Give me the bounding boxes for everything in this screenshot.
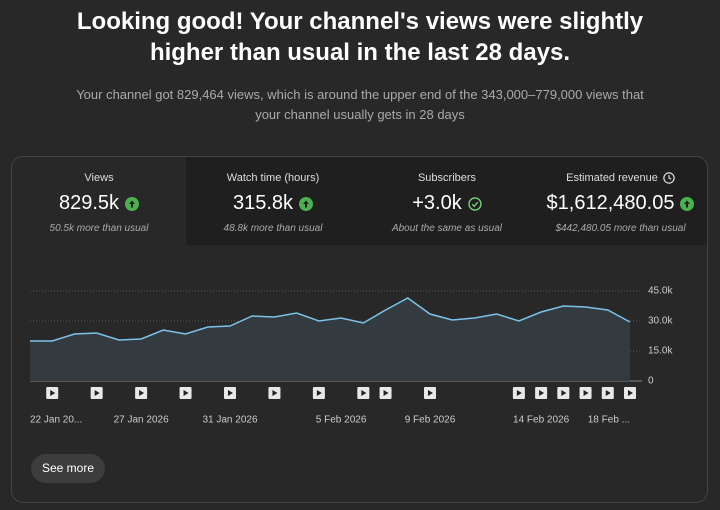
area bbox=[30, 298, 630, 381]
up-icon bbox=[125, 196, 140, 211]
clock-icon[interactable] bbox=[663, 172, 675, 184]
x-tick-label: 5 Feb 2026 bbox=[316, 415, 367, 426]
y-tick-label: 45.0k bbox=[648, 286, 673, 297]
metric-note: 50.5k more than usual bbox=[49, 223, 149, 234]
line bbox=[30, 297, 631, 342]
metric-value: $1,612,480.05 bbox=[546, 192, 675, 214]
see-more-button[interactable]: See more bbox=[31, 454, 105, 483]
y-tick-label: 15.0k bbox=[648, 346, 673, 357]
x-tick-label: 9 Feb 2026 bbox=[405, 415, 456, 426]
video-marker-icon bbox=[50, 390, 56, 396]
metric-value: 829.5k bbox=[58, 192, 120, 214]
x-tick-label: 27 Jan 2026 bbox=[114, 415, 169, 426]
up-icon bbox=[680, 196, 695, 211]
metric-label: Watch time (hours) bbox=[226, 172, 320, 184]
up-icon bbox=[299, 196, 314, 211]
video-marker-icon bbox=[605, 390, 611, 396]
x-tick-label: 14 Feb 2026 bbox=[513, 415, 570, 426]
video-marker-icon bbox=[139, 390, 145, 396]
tab[interactable]: Subscribers +3.0k About the same as usua… bbox=[360, 157, 534, 245]
x-tick-label: 31 Jan 2026 bbox=[202, 415, 257, 426]
subtitle: Your channel got 829,464 views, which is… bbox=[76, 87, 644, 122]
y-tick-label: 0 bbox=[648, 376, 654, 387]
metric-label: Subscribers bbox=[417, 172, 477, 184]
metric-note: About the same as usual bbox=[391, 223, 503, 234]
title: Looking good! Your channel's views were … bbox=[76, 8, 644, 66]
video-marker-icon bbox=[361, 390, 367, 396]
metric-label: Estimated revenue bbox=[566, 172, 658, 184]
tab[interactable]: Views 829.5k 50.5k more than usual bbox=[12, 157, 186, 245]
metric-note: $442,480.05 more than usual bbox=[555, 223, 686, 234]
tab[interactable]: Watch time (hours) 315.8k 48.8k more tha… bbox=[186, 157, 360, 245]
video-marker-icon bbox=[94, 390, 100, 396]
check-icon bbox=[468, 196, 482, 211]
x-tick-label: 18 Feb ... bbox=[588, 415, 630, 426]
video-marker-icon bbox=[628, 390, 633, 396]
metric-value: +3.0k bbox=[412, 192, 462, 214]
x-tick-label: 22 Jan 20... bbox=[30, 415, 82, 426]
video-marker-icon bbox=[539, 390, 545, 396]
video-marker-icon bbox=[583, 390, 589, 396]
video-marker-icon bbox=[561, 390, 567, 396]
video-marker-icon bbox=[516, 390, 522, 396]
tab[interactable]: Estimated revenue $1,612,480.05 $442,480… bbox=[534, 157, 707, 245]
video-marker-icon bbox=[272, 390, 278, 396]
chart: 0 15.0k 30.0k 45.0k 22 Jan 20... 27 Jan 2026 3… bbox=[30, 286, 673, 426]
video-marker-icon bbox=[383, 390, 389, 396]
video-marker-icon bbox=[428, 390, 433, 396]
metric-label: Views bbox=[84, 172, 114, 184]
y-tick-label: 30.0k bbox=[648, 316, 673, 327]
video-marker-icon bbox=[228, 390, 233, 396]
video-marker-icon bbox=[316, 390, 322, 396]
video-marker-icon bbox=[183, 390, 189, 396]
card: Views 829.5k 50.5k more than usual Watch… bbox=[11, 156, 708, 503]
metric-note: 48.8k more than usual bbox=[223, 223, 323, 234]
metric-value: 315.8k bbox=[232, 192, 294, 214]
